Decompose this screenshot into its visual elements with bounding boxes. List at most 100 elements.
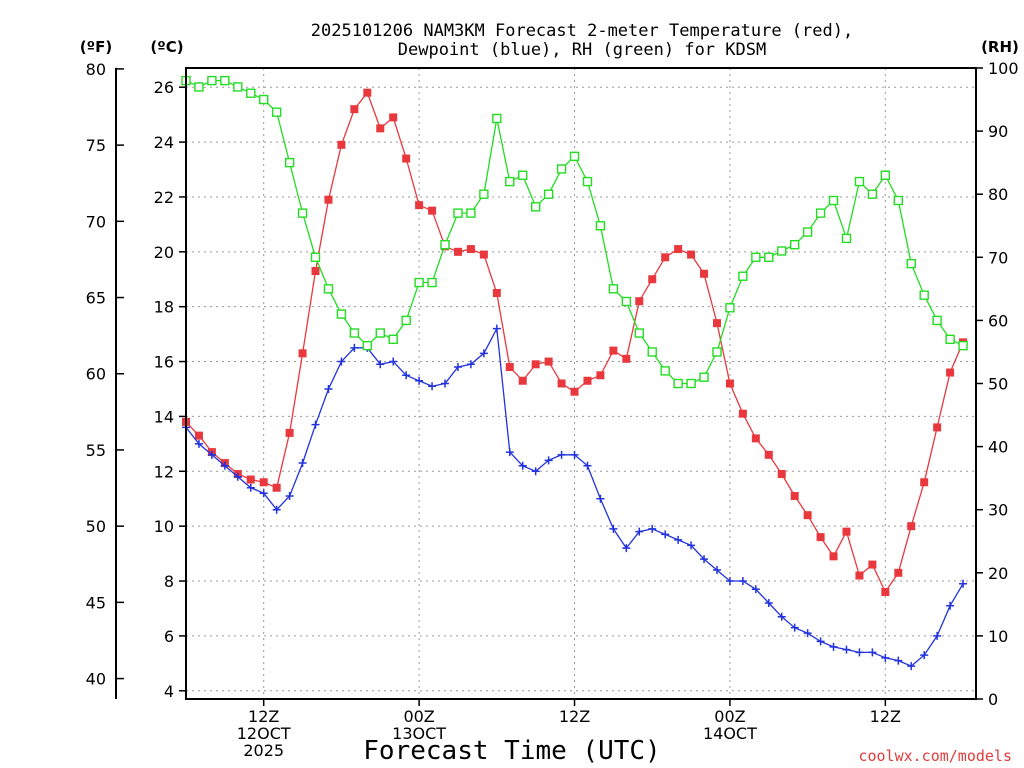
2-meter-temperature-point (583, 376, 592, 385)
celsius-tick-label: 26 (154, 78, 174, 97)
source-credit: coolwx.com/models (858, 747, 1012, 765)
dewpoint-point (453, 363, 462, 372)
rh-point (660, 366, 670, 376)
dewpoint-point (829, 642, 838, 651)
x-tick-label: 12Z (870, 707, 901, 726)
dewpoint-point (324, 384, 333, 393)
x-tick-label: 12OCT (237, 724, 291, 743)
dewpoint-point (285, 491, 294, 500)
rh-point (194, 82, 204, 92)
dewpoint-point (272, 505, 281, 514)
rh-point (543, 189, 554, 199)
2-meter-temperature-point (907, 522, 916, 531)
rh-point (906, 258, 916, 269)
rh-point (673, 378, 683, 389)
rh-tick-label: 100 (988, 59, 1019, 78)
rh-point (401, 315, 411, 326)
rh-point (349, 328, 360, 338)
dewpoint-point (661, 530, 670, 539)
2-meter-temperature-point (298, 349, 307, 358)
dewpoint-point (311, 420, 320, 429)
rh-point (518, 170, 528, 180)
2-meter-temperature-line (185, 91, 964, 594)
data-series (181, 75, 968, 671)
2-meter-temperature-point (881, 588, 890, 597)
2-meter-temperature-point (453, 247, 462, 256)
2-meter-temperature-point (324, 195, 333, 204)
2-meter-temperature-point (764, 450, 773, 459)
2-meter-temperature-point (596, 371, 605, 380)
dewpoint-point (298, 459, 307, 468)
rh-point (530, 202, 541, 212)
2-meter-temperature-point (609, 346, 618, 355)
dewpoint-point (842, 645, 851, 654)
2-meter-temperature-point (389, 113, 398, 122)
dewpoint-point (415, 376, 424, 385)
fahrenheit-tick-label: 55 (86, 441, 106, 460)
2-meter-temperature-point (428, 206, 437, 215)
2-meter-temperature-point (920, 478, 929, 487)
rh-unit-label: (RH) (981, 38, 1019, 56)
dewpoint-point (428, 382, 437, 391)
dewpoint-point (466, 360, 475, 369)
dewpoint-point (868, 648, 877, 657)
fahrenheit-axis: 40 45 50 55 60 65 70 75 80 (86, 60, 124, 699)
dewpoint-point (544, 456, 553, 465)
2-meter-temperature-point (259, 478, 268, 487)
dewpoint-point (855, 648, 864, 657)
celsius-tick-label: 18 (154, 298, 174, 317)
dewpoint-point (881, 653, 890, 662)
celsius-tick-label: 14 (154, 407, 174, 426)
dewpoint-point (207, 450, 216, 459)
dewpoint-point (907, 662, 916, 671)
rh-point (284, 157, 295, 168)
rh-tick-label: 10 (988, 627, 1008, 646)
2-meter-temperature-point (570, 387, 579, 396)
dewpoint-point (220, 461, 229, 470)
2-meter-temperature-point (544, 357, 553, 366)
2-meter-temperature-point (492, 288, 501, 297)
dewpoint-point (479, 349, 488, 358)
x-tick-label: 00Z (714, 707, 745, 726)
rh-point (388, 334, 398, 345)
dewpoint-point (441, 379, 450, 388)
2-meter-temperature-point (868, 560, 877, 569)
2-meter-temperature-point (687, 250, 696, 259)
2-meter-temperature-point (285, 428, 294, 437)
dewpoint-point (518, 461, 527, 470)
rh-point (479, 189, 489, 199)
fahrenheit-tick-label: 50 (86, 517, 106, 536)
rh-point (841, 233, 852, 244)
rh-point (621, 296, 632, 307)
2-meter-temperature-point (337, 140, 346, 149)
2-meter-temperature-point (363, 88, 372, 97)
rh-point (647, 347, 657, 357)
celsius-tick-label: 16 (154, 353, 174, 372)
rh-point (310, 252, 321, 263)
dewpoint-point (803, 629, 812, 638)
dewpoint-point (609, 524, 618, 533)
2-meter-temperature-point (415, 201, 424, 210)
rh-point (725, 303, 735, 313)
2-meter-temperature-point (635, 297, 644, 306)
x-tick-label: 2025 (243, 741, 284, 760)
dewpoint-point (738, 577, 747, 586)
rh-tick-label: 80 (988, 185, 1008, 204)
dewpoint-point (687, 541, 696, 550)
dewpoint-point (946, 601, 955, 610)
fahrenheit-tick-label: 75 (86, 136, 106, 155)
2-meter-temperature-point (712, 319, 721, 328)
x-tick-label: 14OCT (703, 724, 757, 743)
celsius-tick-label: 24 (154, 133, 174, 152)
celsius-axis: 4 6 8 10 12 14 16 18 20 22 24 26 (154, 78, 186, 701)
celsius-tick-label: 8 (164, 572, 174, 591)
rh-point (466, 208, 476, 218)
fahrenheit-tick-label: 60 (86, 365, 106, 384)
rh-tick-label: 70 (988, 248, 1008, 267)
rh-point (932, 315, 942, 326)
x-tick-label: 12Z (248, 707, 279, 726)
rh-point (634, 328, 644, 338)
rh-tick-label: 40 (988, 438, 1008, 457)
